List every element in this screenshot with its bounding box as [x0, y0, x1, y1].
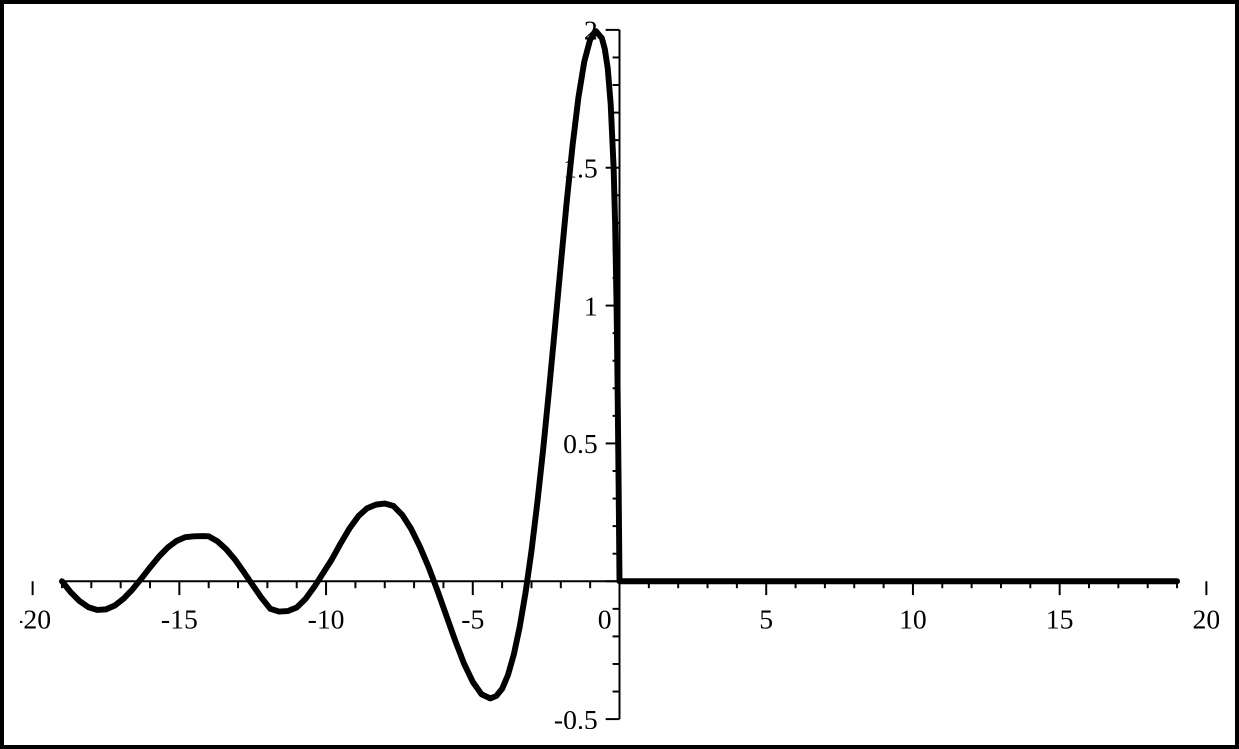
x-tick-label: 5 — [759, 604, 773, 635]
y-tick-label: 0.5 — [563, 428, 598, 459]
x-tick-label: 0 — [598, 604, 612, 635]
x-tick-label: -20 — [20, 604, 51, 635]
x-tick-label: -5 — [461, 604, 484, 635]
x-tick-label: 10 — [899, 604, 927, 635]
x-tick-label: 15 — [1046, 604, 1074, 635]
x-tick-label: -15 — [161, 604, 198, 635]
plot-area: -20-15-10-505101520-0.50.511.52 — [20, 20, 1219, 729]
x-tick-label: -10 — [308, 604, 345, 635]
chart-frame: -20-15-10-505101520-0.50.511.52 — [0, 0, 1239, 749]
x-tick-label: 20 — [1193, 604, 1219, 635]
y-tick-label: 1 — [584, 290, 598, 321]
y-tick-label: -0.5 — [554, 704, 598, 729]
chart-svg: -20-15-10-505101520-0.50.511.52 — [20, 20, 1219, 729]
